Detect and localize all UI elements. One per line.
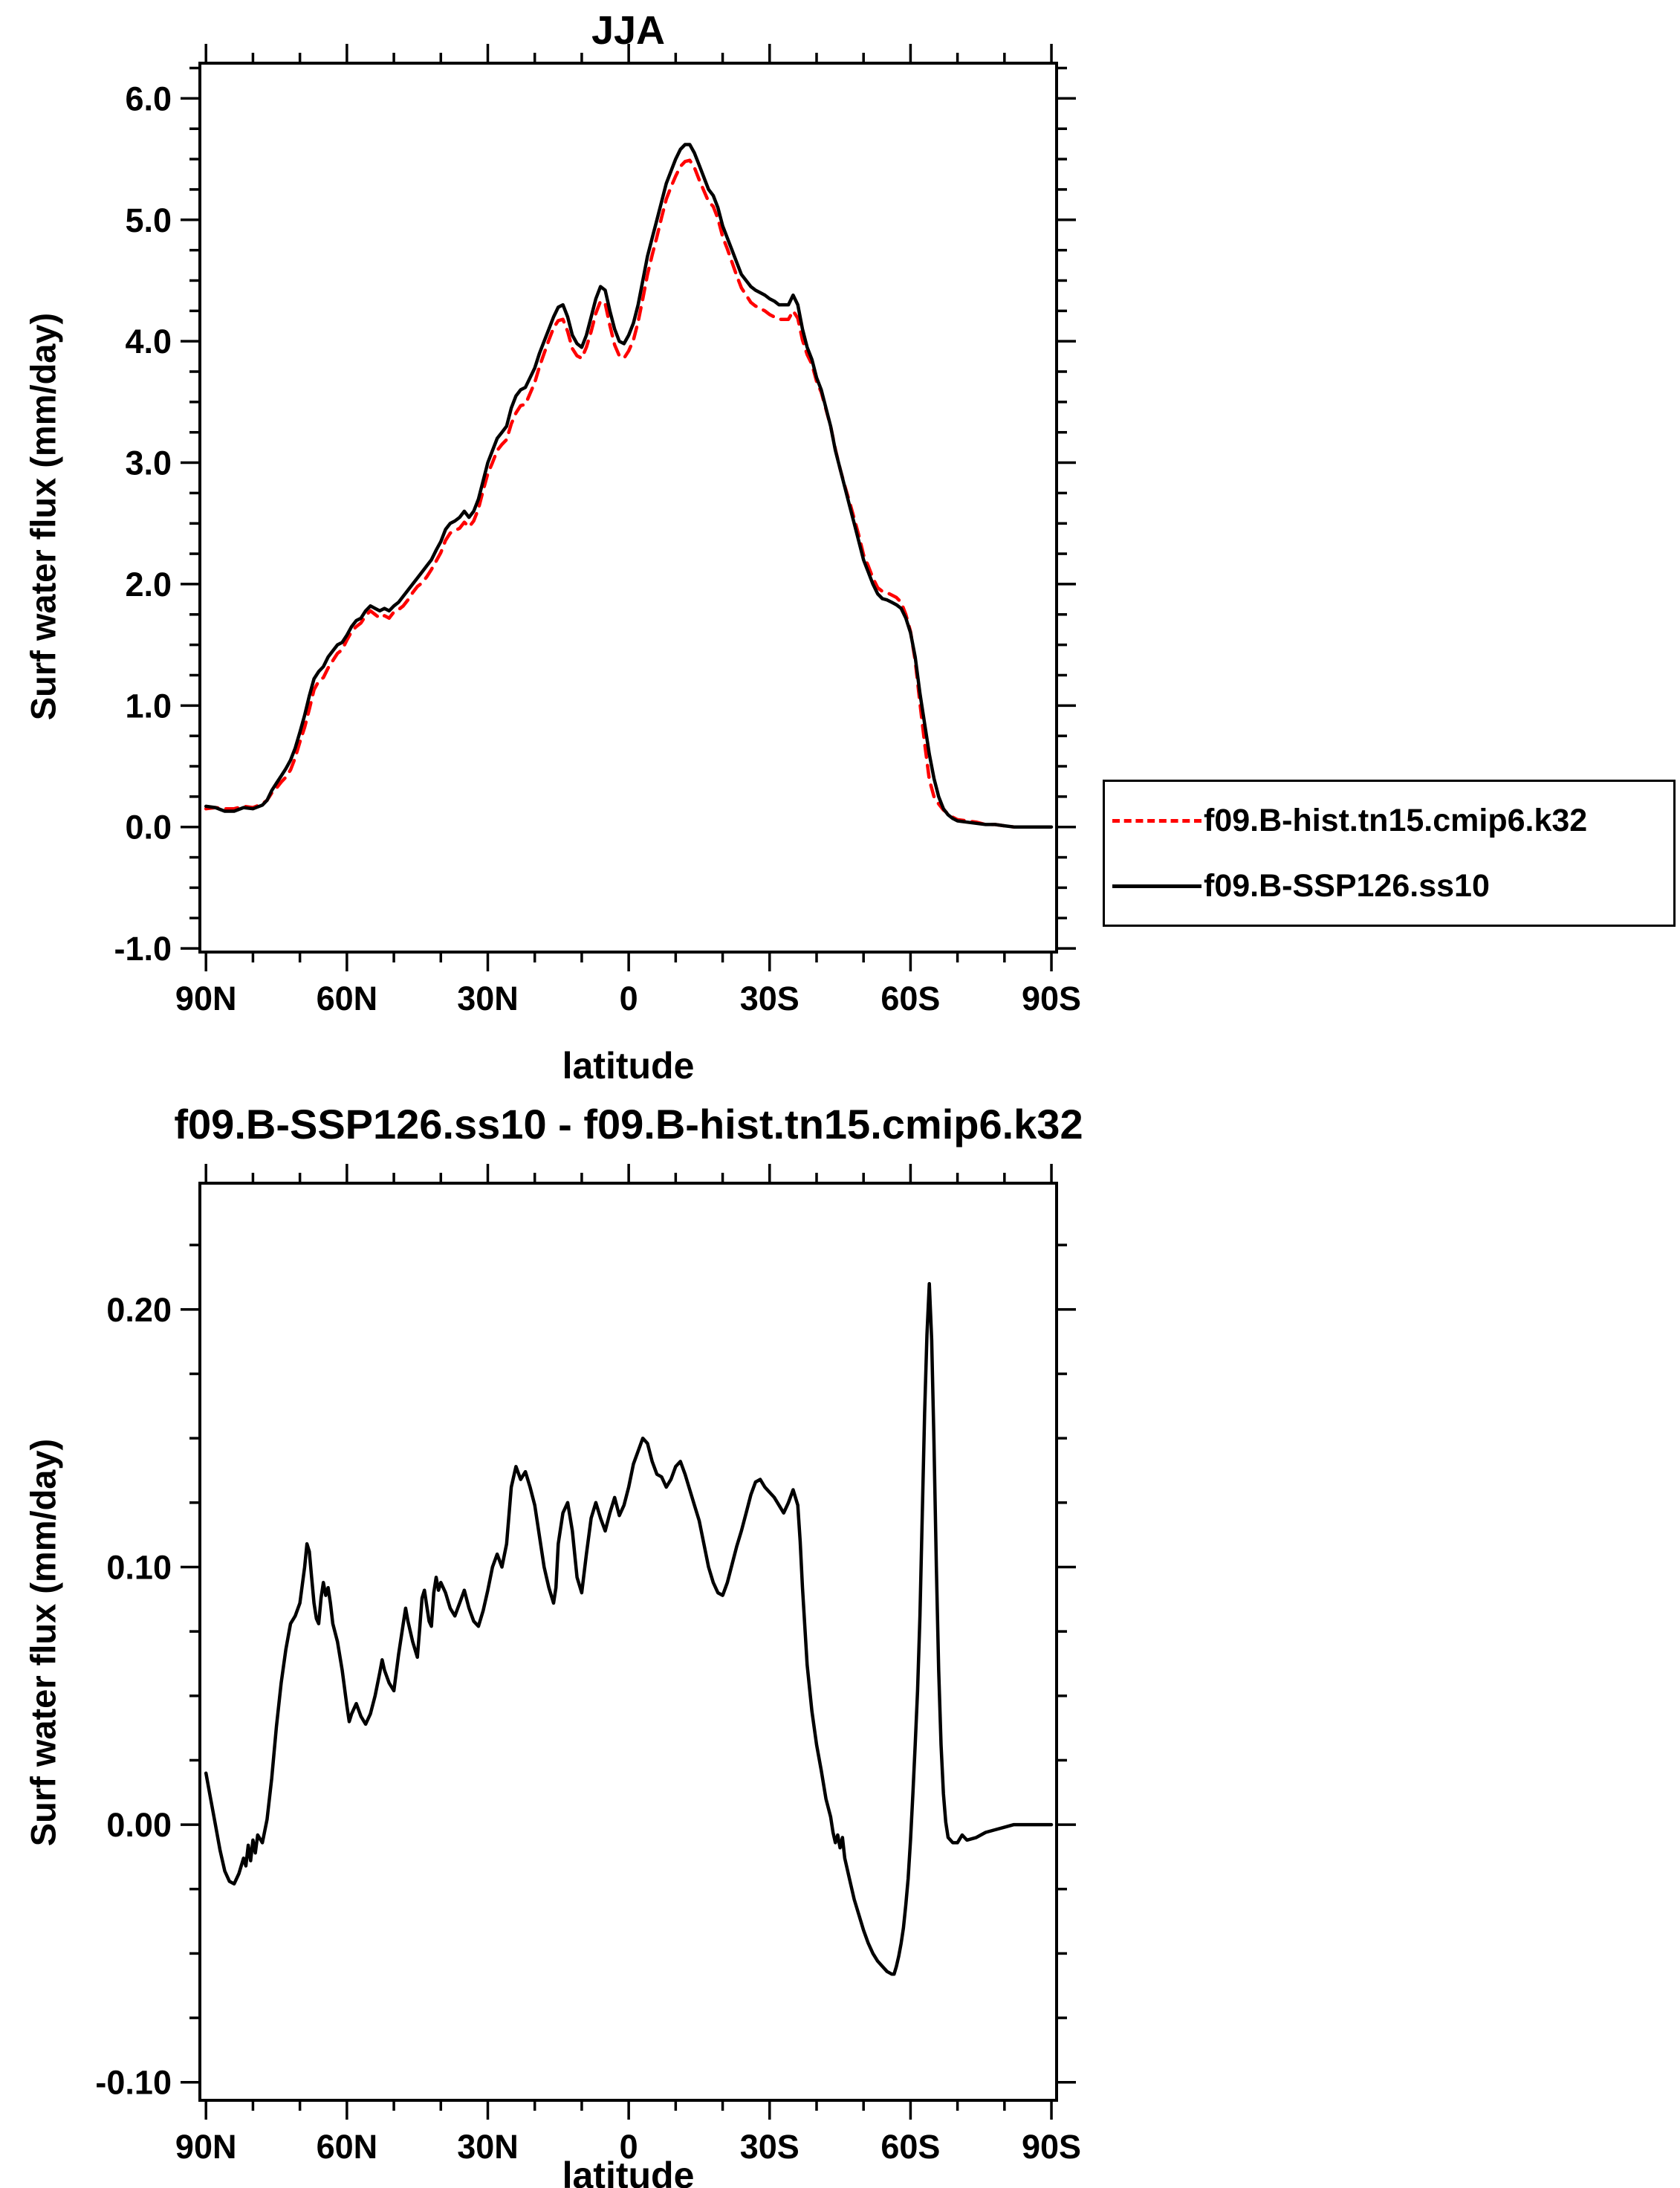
- x-tick-label: 90N: [175, 980, 237, 1017]
- y-tick-label: -0.10: [95, 2064, 172, 2102]
- y-tick-label: 1.0: [125, 687, 172, 725]
- plot-frame: [198, 1182, 1058, 2102]
- y-tick-label: 5.0: [125, 201, 172, 239]
- x-tick-label: 60S: [880, 2128, 940, 2166]
- legend-entry-hist: f09.B-hist.tn15.cmip6.k32: [1112, 803, 1673, 839]
- y-tick-label: 0.0: [125, 809, 172, 847]
- y-tick-label: 0.10: [106, 1548, 172, 1586]
- x-tick-label: 30N: [457, 2128, 519, 2166]
- top-y-axis-label: Surf water flux (mm/day): [23, 312, 63, 721]
- legend-entry-ssp126: f09.B-SSP126.ss10: [1112, 868, 1673, 904]
- legend-line-dashed-red: [1112, 818, 1201, 823]
- y-tick-label: -1.0: [114, 930, 172, 968]
- series-difference: [204, 1281, 1054, 1976]
- x-tick-label: 30S: [740, 2128, 800, 2166]
- y-tick-label: 0.00: [106, 1806, 172, 1844]
- top-x-axis-label: latitude: [562, 1045, 695, 1087]
- x-tick-label: 60S: [880, 980, 940, 1017]
- top-plot: 90N 60N 30N 0 30S 60S 90S -1.0 0.0 1.0 2.0 3.0 4.0 5.…: [114, 44, 1081, 1017]
- x-tick-label: 0: [620, 2128, 638, 2166]
- y-tick-label: 4.0: [125, 323, 172, 360]
- series-ssp126: [204, 143, 1054, 829]
- x-tick-label: 90S: [1022, 2128, 1081, 2166]
- x-tick-label: 90N: [175, 2128, 237, 2166]
- y-tick-label: 0.20: [106, 1291, 172, 1329]
- series-hist: [204, 158, 1054, 829]
- bottom-x-axis-label: latitude: [562, 2155, 695, 2188]
- legend-line-solid-black: [1112, 884, 1201, 888]
- x-tick-label: 60N: [317, 980, 378, 1017]
- plot-frame: [198, 62, 1058, 954]
- x-tick-label: 30S: [740, 980, 800, 1017]
- legend-box: f09.B-hist.tn15.cmip6.k32 f09.B-SSP126.s…: [1103, 780, 1676, 927]
- x-tick-label: 0: [620, 980, 638, 1017]
- bottom-y-axis-label: Surf water flux (mm/day): [23, 1438, 63, 1847]
- legend-label-hist: f09.B-hist.tn15.cmip6.k32: [1204, 802, 1588, 838]
- x-tick-label: 90S: [1022, 980, 1081, 1017]
- y-tick-label: 3.0: [125, 444, 172, 482]
- x-tick-label: 30N: [457, 980, 519, 1017]
- y-tick-label: 2.0: [125, 566, 172, 603]
- y-tick-label: 6.0: [125, 80, 172, 117]
- legend-label-ssp126: f09.B-SSP126.ss10: [1204, 867, 1490, 904]
- bottom-chart-title: f09.B-SSP126.ss10 - f09.B-hist.tn15.cmip…: [174, 1101, 1083, 1148]
- x-tick-label: 60N: [317, 2128, 378, 2166]
- bottom-plot: 90N 60N 30N 0 30S 60S 90S -0.10 0.00 0.10 0.20: [95, 1164, 1081, 2166]
- top-chart-title: JJA: [591, 8, 666, 53]
